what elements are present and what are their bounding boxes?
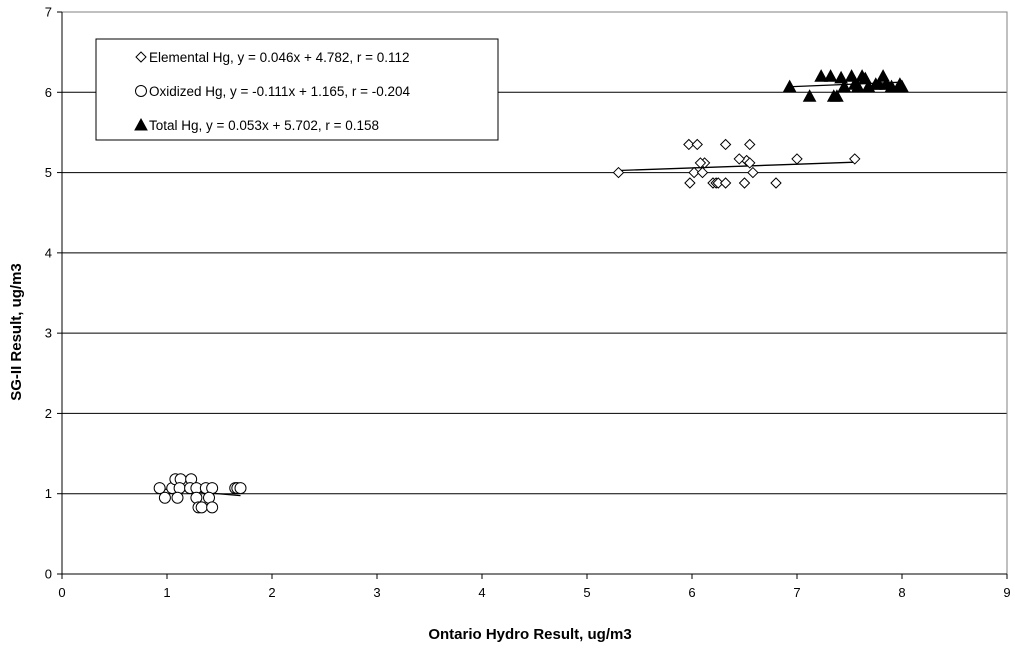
x-tick-label: 5 <box>583 585 590 600</box>
y-axis-title: SG-II Result, ug/m3 <box>8 263 25 401</box>
triangle-point <box>814 69 828 82</box>
trendline <box>618 161 855 172</box>
triangle-point <box>895 79 909 93</box>
x-tick-label: 3 <box>373 585 380 600</box>
circle-point <box>173 482 186 495</box>
diamond-point <box>719 138 732 151</box>
y-tick-label: 2 <box>45 406 52 421</box>
circle-point <box>158 491 171 504</box>
triangle-point <box>851 79 865 93</box>
diamond-point <box>719 177 732 189</box>
circle-point <box>171 491 184 504</box>
y-tick-label: 5 <box>45 165 52 180</box>
legend-label: Total Hg, y = 0.053x + 5.702, r = 0.158 <box>149 118 379 133</box>
triangle-point <box>837 79 852 93</box>
diamond-point <box>691 138 703 151</box>
trendlines <box>159 81 903 497</box>
triangle-point <box>823 69 838 82</box>
tick-labels: 0 1 2 3 4 5 6 7 0 1 2 3 4 5 6 7 8 9 <box>45 5 1011 601</box>
circle-point <box>206 501 219 514</box>
x-tick-label: 4 <box>478 585 485 600</box>
x-tick-label: 7 <box>793 585 800 600</box>
x-tick-label: 2 <box>268 585 275 600</box>
x-axis-title: Ontario Hydro Result, ug/m3 <box>428 626 631 643</box>
legend-marker <box>135 85 147 97</box>
x-tick-label: 8 <box>898 585 905 600</box>
circle-point <box>234 482 247 495</box>
triangle-point <box>782 79 797 93</box>
x-tick-label: 0 <box>58 585 65 600</box>
x-tick-label: 6 <box>688 585 695 600</box>
circle-point <box>153 482 166 495</box>
x-tick-label: 9 <box>1003 585 1010 600</box>
y-tick-label: 4 <box>45 245 52 260</box>
diamond-point <box>694 157 707 169</box>
y-tick-label: 1 <box>45 486 52 501</box>
legend-label: Elemental Hg, y = 0.046x + 4.782, r = 0.… <box>149 50 410 65</box>
legend-marker <box>135 51 147 63</box>
diamond-point <box>744 138 756 151</box>
diamond-point <box>770 177 782 189</box>
circle-point <box>195 501 208 514</box>
diamond-point <box>849 153 861 165</box>
triangle-point <box>802 89 817 102</box>
x-tick-label: 1 <box>163 585 170 600</box>
legend-label: Oxidized Hg, y = -0.111x + 1.165, r = -0… <box>149 84 411 99</box>
axes <box>61 11 1008 575</box>
diamond-point <box>696 166 709 179</box>
legend: Elemental Hg, y = 0.046x + 4.782, r = 0.… <box>95 38 499 141</box>
diamond-point <box>738 177 751 189</box>
y-tick-label: 6 <box>45 85 52 100</box>
diamond-point <box>747 166 759 179</box>
diamond-point <box>684 177 696 189</box>
data-points <box>153 69 909 514</box>
diamond-point <box>612 166 625 179</box>
diamond-point <box>688 166 700 179</box>
y-tick-label: 0 <box>45 567 52 582</box>
legend-marker <box>134 117 148 131</box>
diamond-point <box>744 157 756 169</box>
triangle-point <box>830 89 844 102</box>
diamond-point <box>733 153 745 165</box>
y-tick-label: 7 <box>45 5 52 20</box>
diamond-point <box>791 153 803 165</box>
legend-box <box>95 38 499 141</box>
y-tick-label: 3 <box>45 326 52 341</box>
diamond-point <box>683 138 695 151</box>
